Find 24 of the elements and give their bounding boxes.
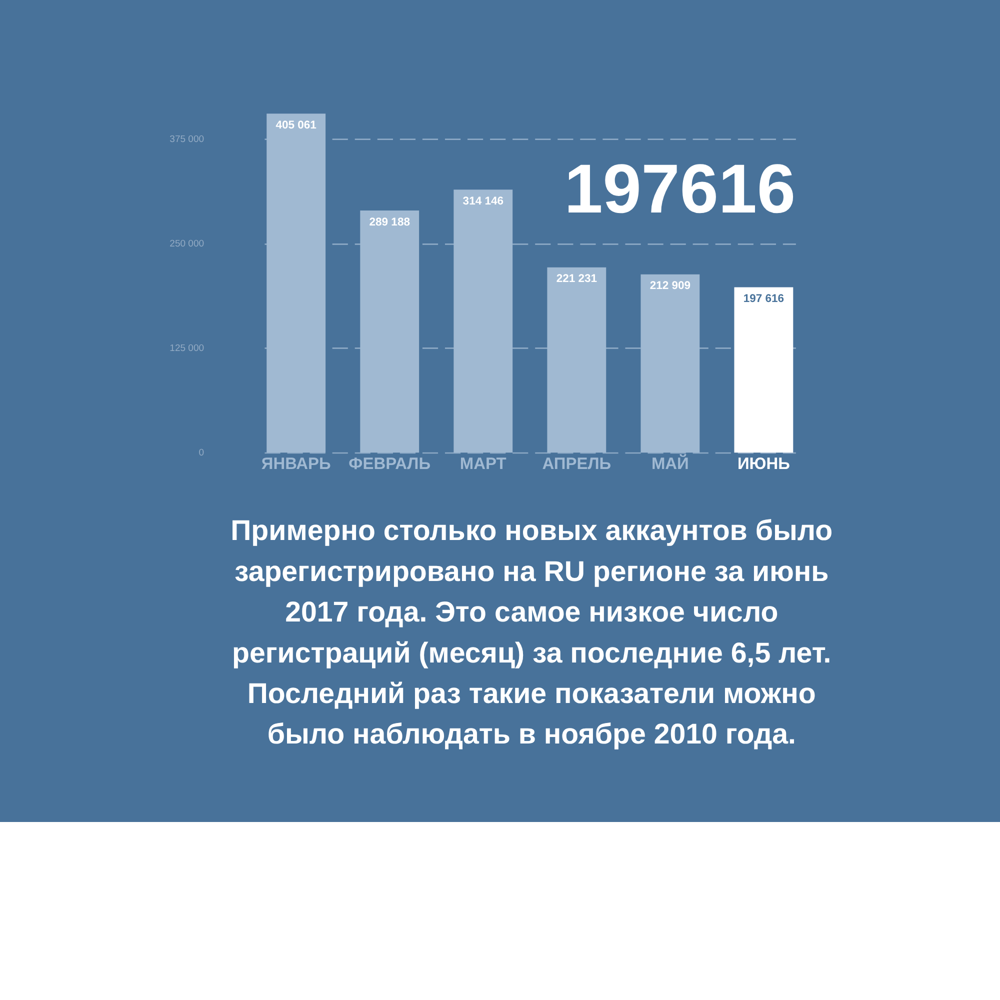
bar [360,210,420,453]
text: Примерно столько новых аккаунтов было зарегистрировано на RU регионе за июнь 2017 года. Это самое низкое число регистраций (месяц) за последние 6,5 лет. Последний раз такие показатели можно было наблюдать в ноябре 2010 года. [230,515,833,751]
data-label: 289 188 [369,216,410,228]
bar [266,114,326,453]
x-tick-label: ЯНВАРЬ [261,455,331,474]
bar [454,190,513,453]
annotation: 197616 [564,150,796,228]
bar [734,287,794,453]
y-tick-label: 375 000 [170,134,204,145]
data-label: 212 909 [650,280,691,292]
y-tick-label: 250 000 [170,238,204,250]
x-tick-label: АПРЕЛЬ [542,455,612,474]
bar [640,274,700,453]
bar [547,267,606,453]
y-tick-label: 125 000 [170,343,204,354]
data-label: 221 231 [556,273,597,286]
data-label: 197 616 [743,292,784,305]
x-tick-label: МАЙ [651,454,689,474]
x-tick-label: МАРТ [460,455,506,474]
data-label: 314 146 [462,195,504,208]
x-tick-label: ФЕВРАЛЬ [348,455,431,474]
x-tick-label: ИЮНЬ [737,455,790,474]
data-label: 405 061 [276,119,316,132]
y-tick-label: 0 [198,448,204,459]
